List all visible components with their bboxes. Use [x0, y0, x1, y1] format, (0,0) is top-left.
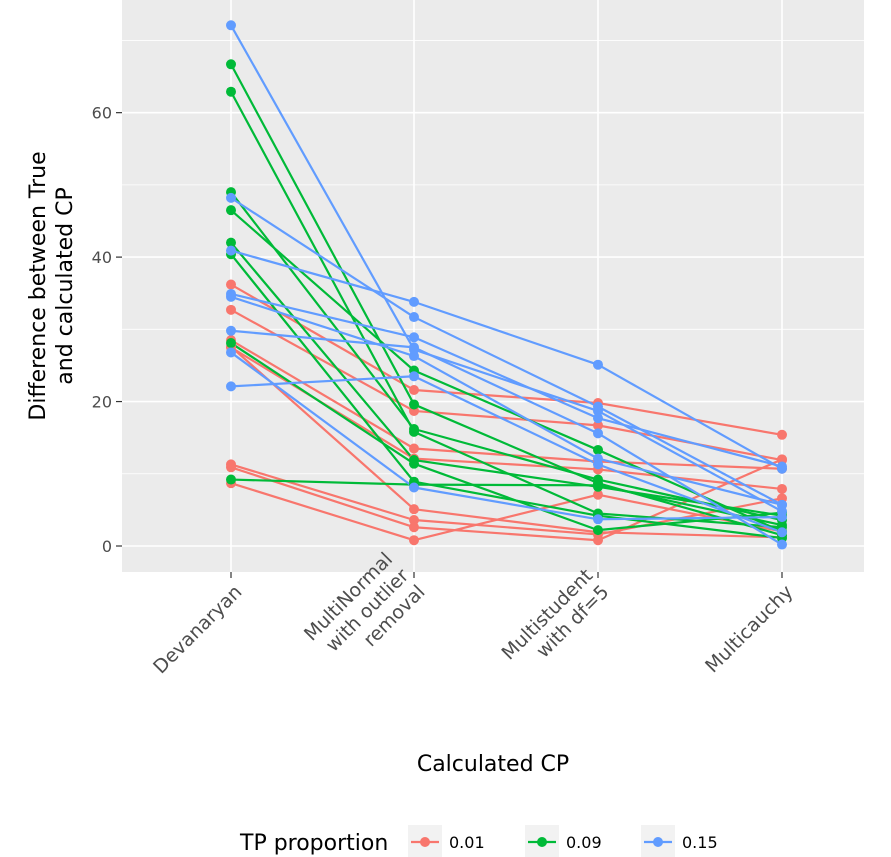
legend-key-point: [420, 837, 430, 847]
data-point-0.09: [777, 520, 787, 531]
data-point-0.15: [777, 499, 787, 510]
series-line-0.15: [230, 196, 783, 506]
data-point-0.15: [409, 296, 419, 307]
series-line-0.01: [230, 345, 783, 539]
data-point-0.01: [409, 515, 419, 525]
data-point-0.01: [226, 462, 236, 473]
data-point-0.09: [593, 525, 603, 536]
data-point-0.01: [593, 420, 603, 431]
legend-key-point: [653, 837, 663, 847]
data-point-0.09: [593, 444, 603, 455]
y-tick-label: 20: [92, 393, 112, 412]
series-line-0.09: [230, 253, 783, 540]
y-axis-ticks: 0 20 40 60: [92, 104, 122, 556]
series-line-0.15: [230, 375, 783, 534]
data-point-0.01: [409, 522, 419, 533]
y-axis-title-line: and calculated CP: [53, 187, 78, 384]
x-tick-label: Devanaryan: [149, 581, 246, 678]
data-point-0.09: [226, 237, 236, 248]
data-point-0.09: [226, 59, 236, 70]
data-point-0.09: [409, 424, 419, 434]
data-point-0.01: [226, 279, 236, 290]
data-point-0.09: [593, 480, 603, 491]
data-point-0.15: [409, 312, 419, 323]
legend-label: 0.15: [682, 833, 718, 852]
data-point-0.09: [409, 399, 419, 410]
data-point-0.15: [593, 359, 603, 370]
data-point-0.09: [226, 474, 236, 485]
data-point-0.15: [226, 291, 236, 302]
series-line-0.15: [230, 329, 783, 546]
data-point-0.09: [226, 205, 236, 216]
series-line-0.15: [230, 295, 783, 506]
series-line-0.01: [230, 482, 783, 542]
x-tick-label: Multicauchy: [701, 581, 797, 677]
x-axis-title: Calculated CP: [417, 752, 569, 777]
data-point-0.15: [409, 371, 419, 382]
data-point-0.09: [409, 458, 419, 469]
data-point-0.15: [409, 332, 419, 343]
data-point-0.15: [593, 428, 603, 439]
y-tick-label: 40: [92, 248, 112, 267]
data-point-0.01: [593, 489, 603, 500]
data-point-0.15: [593, 401, 603, 412]
series-line-0.15: [230, 292, 783, 468]
data-point-0.15: [593, 514, 603, 525]
y-tick-label: 60: [92, 104, 112, 123]
y-axis-title-line: Difference between True: [26, 151, 51, 420]
y-tick-label: 0: [102, 537, 112, 556]
series-lines: [230, 24, 783, 546]
data-point-0.01: [777, 483, 787, 494]
series-line-0.09: [230, 478, 783, 527]
legend-label: 0.01: [449, 833, 485, 852]
data-point-0.15: [226, 381, 236, 392]
data-point-0.09: [226, 86, 236, 97]
series-line-0.09: [230, 63, 783, 537]
data-point-0.15: [409, 342, 419, 353]
y-axis-title: Difference between Trueand calculated CP: [26, 151, 78, 420]
data-point-0.15: [593, 413, 603, 424]
data-point-0.01: [409, 385, 419, 395]
legend-label: 0.09: [566, 833, 602, 852]
series-line-0.15: [230, 24, 783, 513]
data-point-0.15: [226, 347, 236, 358]
series-line-0.15: [230, 249, 783, 470]
data-point-0.01: [226, 304, 236, 315]
legend-key-point: [537, 837, 547, 847]
data-point-0.09: [226, 338, 236, 349]
legend-title: TP proportion: [239, 831, 388, 856]
x-tick-label-line: Multicauchy: [701, 581, 797, 677]
series-line-0.01: [230, 463, 783, 536]
data-point-0.15: [777, 512, 787, 523]
data-point-0.15: [226, 325, 236, 336]
data-point-0.15: [226, 20, 236, 31]
data-point-0.01: [777, 454, 787, 465]
data-point-0.15: [777, 461, 787, 472]
legend: TP proportion 0.01 0.09 0.15: [239, 825, 718, 857]
data-point-0.01: [777, 429, 787, 440]
data-point-0.15: [777, 527, 787, 538]
data-point-0.15: [409, 351, 419, 362]
series-line-0.01: [230, 283, 783, 436]
data-point-0.01: [409, 504, 419, 515]
series-points: [226, 20, 787, 550]
data-point-0.15: [226, 192, 236, 203]
data-point-0.15: [226, 245, 236, 256]
data-point-0.01: [409, 443, 419, 454]
data-point-0.15: [777, 539, 787, 550]
data-point-0.15: [593, 459, 603, 470]
data-point-0.01: [593, 535, 603, 546]
data-point-0.15: [409, 482, 419, 493]
x-tick-label: Multistudentwith df=5: [497, 565, 613, 681]
x-tick-label-line: Devanaryan: [149, 581, 246, 678]
series-line-0.09: [230, 209, 783, 533]
series-line-0.09: [230, 191, 783, 522]
series-line-0.15: [230, 351, 783, 521]
series-line-0.09: [230, 241, 783, 517]
data-point-0.01: [409, 535, 419, 546]
series-line-0.09: [230, 342, 783, 532]
